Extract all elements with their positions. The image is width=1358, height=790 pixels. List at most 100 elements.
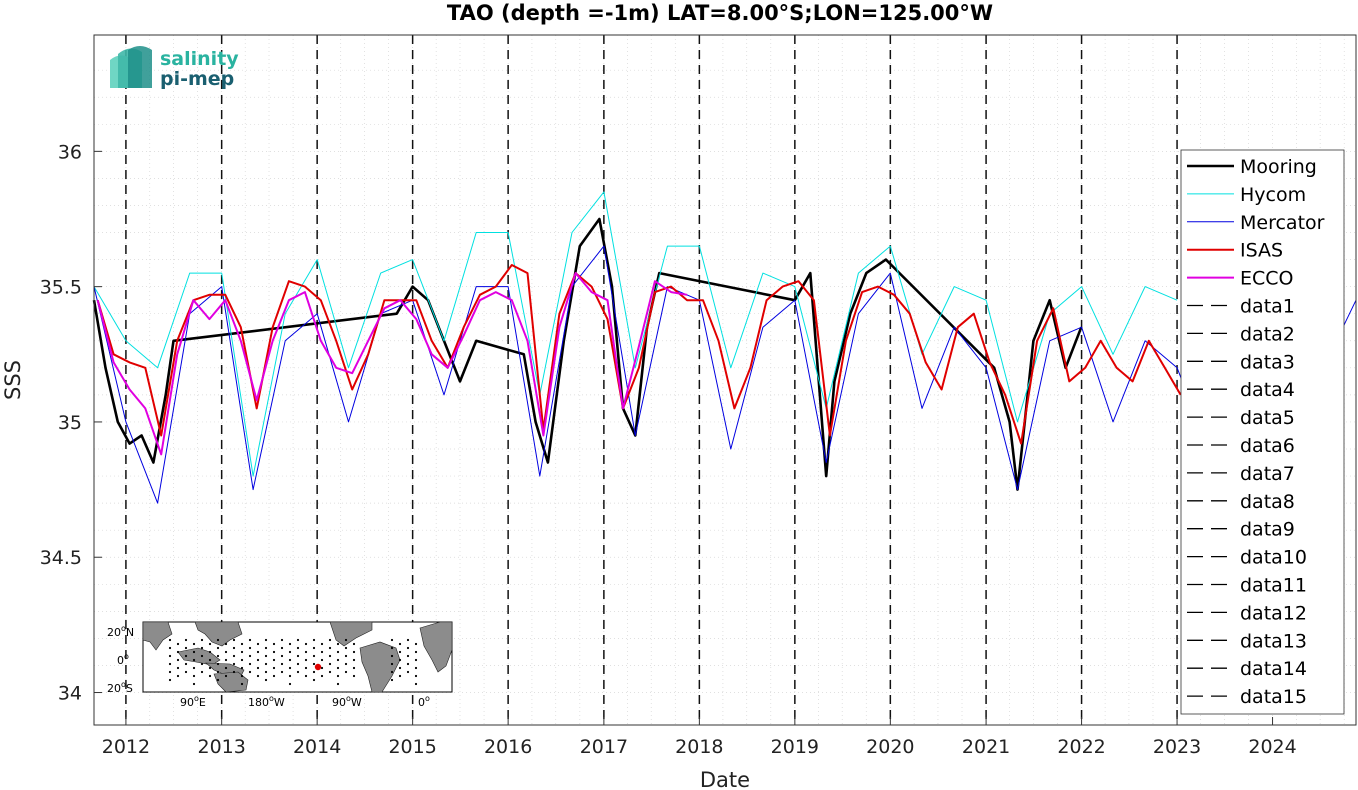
mooring-dot <box>200 670 204 674</box>
mooring-dot <box>390 646 394 650</box>
mooring-dot <box>312 646 316 650</box>
mooring-dot <box>168 662 172 666</box>
x-tick-label: 2024 <box>1248 736 1296 758</box>
mooring-dot <box>176 666 180 670</box>
mooring-dot <box>320 650 324 654</box>
x-tick-label: 2019 <box>771 736 819 758</box>
mooring-dot <box>200 646 204 650</box>
mooring-dot <box>320 674 324 678</box>
mooring-dot <box>272 650 276 654</box>
mooring-dot <box>398 674 402 678</box>
logo-waves-icon <box>110 46 152 88</box>
lon-label-0: 0o <box>418 694 430 709</box>
mooring-dot <box>398 666 402 670</box>
mooring-dot <box>192 650 196 654</box>
x-tick-label: 2015 <box>388 736 436 758</box>
mooring-dot <box>296 646 300 650</box>
mooring-dot <box>216 638 220 642</box>
mooring-dot <box>248 638 252 642</box>
legend-label-data10: data10 <box>1240 547 1307 569</box>
legend-label-data3: data3 <box>1240 351 1295 373</box>
mooring-dot <box>168 638 172 642</box>
plot-series <box>92 191 1357 504</box>
mooring-dot <box>184 670 188 674</box>
mooring-dot <box>312 678 316 682</box>
mooring-dot <box>336 650 340 654</box>
x-axis-label: Date <box>700 768 750 790</box>
mooring-dot <box>390 670 394 674</box>
mooring-dot <box>336 666 340 670</box>
legend-label-isas: ISAS <box>1240 240 1283 262</box>
mooring-dot <box>264 670 268 674</box>
lat-label-20s: 20oS <box>107 680 133 695</box>
lon-label-180w: 180oW <box>248 694 285 709</box>
mooring-dot <box>312 654 316 658</box>
mooring-dot <box>328 670 332 674</box>
mooring-dot <box>184 662 188 666</box>
mooring-location-marker <box>314 663 322 671</box>
inset-map: 20oN 0o 20oS 90oE 180oW 90oW 0o <box>107 621 453 709</box>
mooring-dot <box>200 638 204 642</box>
y-tick-label: 34 <box>58 683 82 705</box>
mooring-dot <box>414 658 418 662</box>
legend-label-data8: data8 <box>1240 491 1295 513</box>
mooring-dot <box>390 678 394 682</box>
mooring-dot <box>352 642 356 646</box>
mooring-dot <box>248 662 252 666</box>
year-divider-lines <box>125 35 1178 725</box>
mooring-dot <box>288 650 292 654</box>
mooring-dot <box>328 646 332 650</box>
mooring-dot <box>224 650 228 654</box>
mooring-dot <box>312 638 316 642</box>
mooring-dot <box>224 658 228 662</box>
logo-line1: salinity <box>160 48 239 70</box>
mooring-dot <box>232 646 236 650</box>
mooring-dot <box>192 642 196 646</box>
mooring-dot <box>272 642 276 646</box>
mooring-dot <box>406 670 410 674</box>
mooring-dot <box>200 654 204 658</box>
mooring-dot <box>184 638 188 642</box>
mooring-dot <box>176 650 180 654</box>
mooring-dot <box>288 674 292 678</box>
y-tick-label: 34.5 <box>40 547 82 569</box>
mooring-dot <box>192 674 196 678</box>
mooring-dot <box>344 638 348 642</box>
legend-label-data9: data9 <box>1240 519 1295 541</box>
legend-label-data11: data11 <box>1240 575 1307 597</box>
lat-label-20n: 20oN <box>107 624 134 639</box>
lon-label-90w: 90oW <box>332 694 362 709</box>
mooring-dot <box>256 666 260 670</box>
mooring-dot <box>344 646 348 650</box>
x-axis-ticks: 2012 2013 2014 2015 2016 2017 2018 2019 2020 2021… <box>102 717 1297 758</box>
axes-box <box>93 34 1357 726</box>
mooring-dot <box>344 670 348 674</box>
mooring-dot <box>336 658 340 662</box>
mooring-dot <box>296 662 300 666</box>
mooring-dot <box>406 646 410 650</box>
mooring-dot <box>232 654 236 658</box>
mooring-dot <box>280 662 284 666</box>
mooring-dot <box>272 674 276 678</box>
mooring-dot <box>264 678 268 682</box>
mooring-dot <box>280 646 284 650</box>
mooring-dot <box>192 658 196 662</box>
mooring-dot <box>264 646 268 650</box>
mooring-dot <box>168 678 172 682</box>
mooring-dot <box>240 666 244 670</box>
mooring-dot <box>248 654 252 658</box>
x-tick-label: 2013 <box>197 736 245 758</box>
x-tick-label: 2023 <box>1153 736 1201 758</box>
mooring-dot <box>390 638 394 642</box>
mooring-dot <box>414 650 418 654</box>
mooring-dot <box>288 666 292 670</box>
mooring-dot <box>168 654 172 658</box>
mooring-dot <box>224 642 228 646</box>
mooring-dot <box>176 642 180 646</box>
legend-label-data1: data1 <box>1240 296 1295 318</box>
mooring-dot <box>248 670 252 674</box>
mooring-dot <box>406 662 410 666</box>
mooring-dot <box>280 654 284 658</box>
mooring-dot <box>256 642 260 646</box>
